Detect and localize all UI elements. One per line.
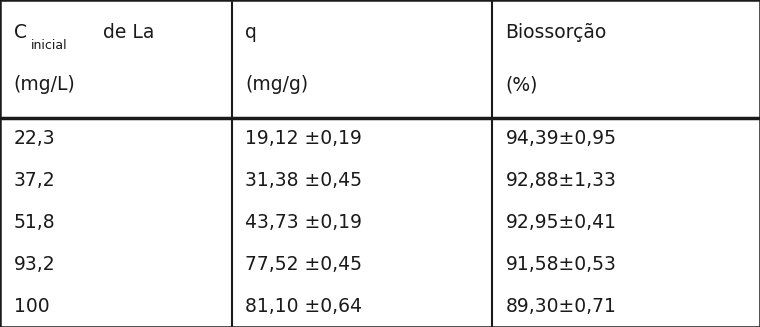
Text: 51,8: 51,8 bbox=[14, 213, 55, 232]
Text: 43,73 ±0,19: 43,73 ±0,19 bbox=[245, 213, 363, 232]
Text: 94,39±0,95: 94,39±0,95 bbox=[505, 129, 616, 148]
Text: Biossorção: Biossorção bbox=[505, 24, 606, 43]
Text: inicial: inicial bbox=[30, 39, 67, 52]
Text: (mg/L): (mg/L) bbox=[14, 75, 75, 94]
Text: de La: de La bbox=[97, 24, 154, 43]
Text: C: C bbox=[14, 24, 27, 43]
Text: 93,2: 93,2 bbox=[14, 255, 55, 274]
Text: 37,2: 37,2 bbox=[14, 171, 55, 190]
Text: 89,30±0,71: 89,30±0,71 bbox=[505, 297, 616, 316]
Text: 19,12 ±0,19: 19,12 ±0,19 bbox=[245, 129, 363, 148]
Text: 31,38 ±0,45: 31,38 ±0,45 bbox=[245, 171, 363, 190]
Text: 77,52 ±0,45: 77,52 ±0,45 bbox=[245, 255, 363, 274]
Text: 22,3: 22,3 bbox=[14, 129, 55, 148]
Text: 91,58±0,53: 91,58±0,53 bbox=[505, 255, 616, 274]
Text: 81,10 ±0,64: 81,10 ±0,64 bbox=[245, 297, 363, 316]
Text: (mg/g): (mg/g) bbox=[245, 75, 309, 94]
Text: 92,88±1,33: 92,88±1,33 bbox=[505, 171, 616, 190]
Text: (%): (%) bbox=[505, 75, 538, 94]
Text: q: q bbox=[245, 24, 258, 43]
Text: 92,95±0,41: 92,95±0,41 bbox=[505, 213, 616, 232]
Text: 100: 100 bbox=[14, 297, 49, 316]
